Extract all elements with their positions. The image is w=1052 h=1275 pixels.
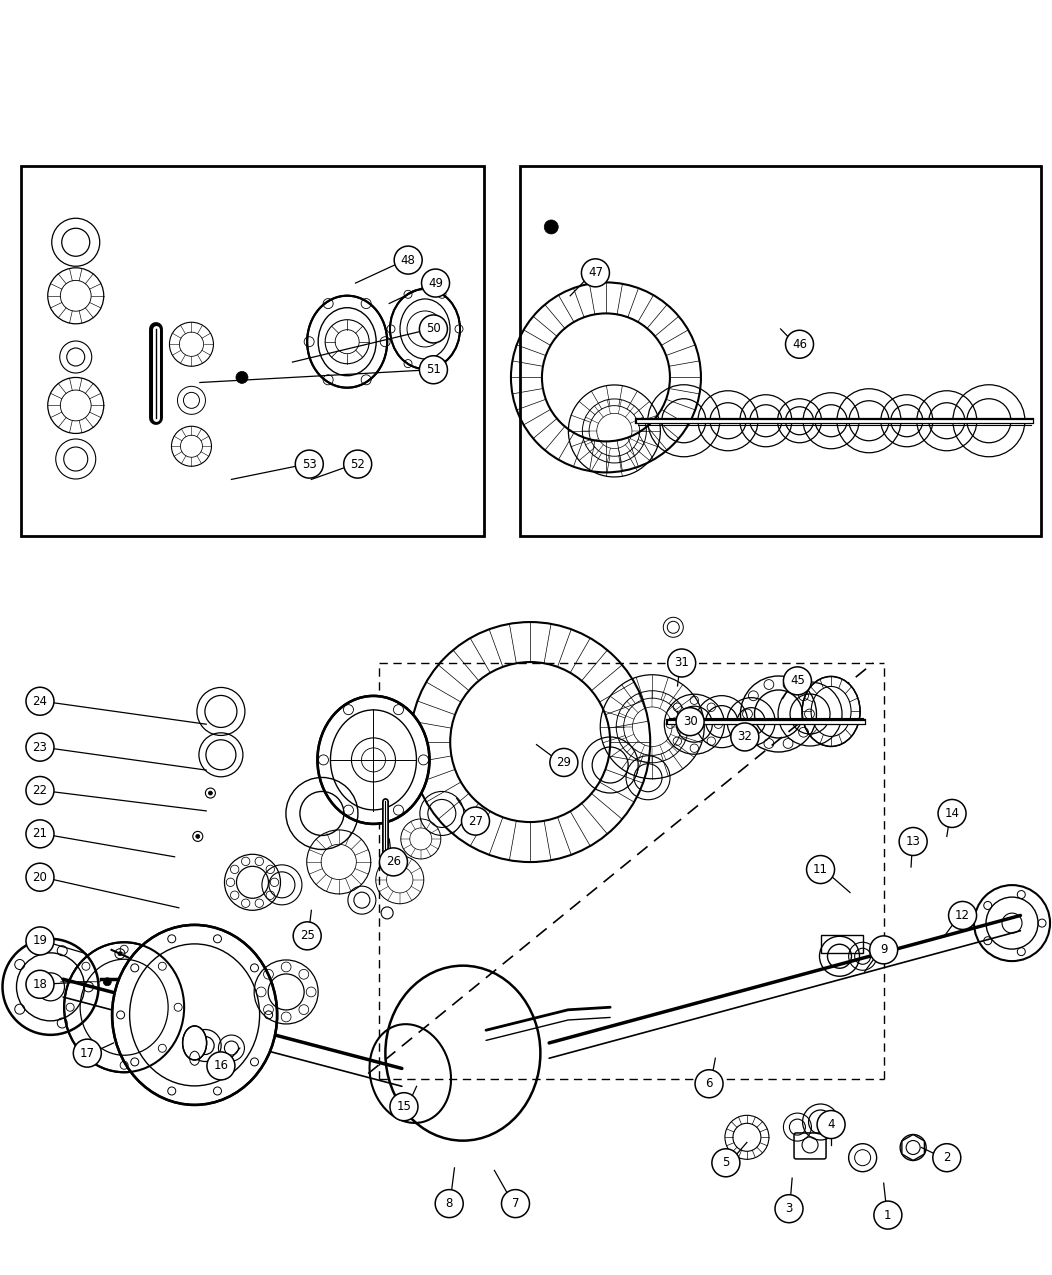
Ellipse shape (183, 1026, 206, 1060)
Text: 11: 11 (813, 863, 828, 876)
Text: 31: 31 (674, 657, 689, 669)
Circle shape (582, 259, 609, 287)
Circle shape (380, 848, 407, 876)
Circle shape (949, 901, 976, 929)
Text: 2: 2 (943, 1151, 951, 1164)
Text: 30: 30 (683, 715, 697, 728)
Text: 23: 23 (33, 741, 47, 754)
Circle shape (296, 450, 323, 478)
Circle shape (938, 799, 966, 827)
Bar (21, 166, 484, 536)
Circle shape (26, 863, 54, 891)
Circle shape (344, 450, 371, 478)
Text: 52: 52 (350, 458, 365, 470)
Text: 5: 5 (722, 1156, 730, 1169)
Circle shape (422, 269, 449, 297)
Circle shape (196, 834, 200, 839)
Circle shape (26, 970, 54, 998)
Text: 4: 4 (827, 1118, 835, 1131)
Text: 48: 48 (401, 254, 416, 266)
Circle shape (390, 1093, 418, 1121)
Circle shape (933, 1144, 960, 1172)
Circle shape (731, 723, 758, 751)
Text: 29: 29 (557, 756, 571, 769)
Ellipse shape (318, 696, 429, 824)
Text: 24: 24 (33, 695, 47, 708)
Text: 49: 49 (428, 277, 443, 289)
Ellipse shape (113, 924, 277, 1105)
Circle shape (118, 951, 122, 956)
Circle shape (712, 1149, 740, 1177)
Text: 18: 18 (33, 978, 47, 991)
Circle shape (544, 221, 559, 233)
Ellipse shape (64, 942, 184, 1072)
Circle shape (550, 748, 578, 776)
Circle shape (502, 1190, 529, 1218)
Ellipse shape (802, 677, 861, 746)
Circle shape (668, 649, 695, 677)
Text: 16: 16 (214, 1060, 228, 1072)
Text: 20: 20 (33, 871, 47, 884)
Circle shape (784, 667, 811, 695)
Text: 26: 26 (386, 856, 401, 868)
Circle shape (103, 978, 112, 986)
Bar (520, 166, 1041, 536)
Circle shape (420, 356, 447, 384)
Text: 25: 25 (300, 929, 315, 942)
Text: 27: 27 (468, 815, 483, 827)
Circle shape (775, 1195, 803, 1223)
Circle shape (26, 687, 54, 715)
Text: 53: 53 (302, 458, 317, 470)
Circle shape (899, 827, 927, 856)
Circle shape (807, 856, 834, 884)
Text: 14: 14 (945, 807, 959, 820)
Text: 50: 50 (426, 323, 441, 335)
Text: 9: 9 (879, 944, 888, 956)
Text: 46: 46 (792, 338, 807, 351)
Circle shape (695, 1070, 723, 1098)
Circle shape (817, 1111, 845, 1139)
Circle shape (26, 733, 54, 761)
Circle shape (74, 1039, 101, 1067)
Text: 8: 8 (445, 1197, 453, 1210)
Circle shape (462, 807, 489, 835)
Circle shape (236, 371, 248, 384)
Text: 13: 13 (906, 835, 920, 848)
Circle shape (294, 922, 321, 950)
Circle shape (394, 246, 422, 274)
Circle shape (786, 330, 813, 358)
Text: 3: 3 (785, 1202, 793, 1215)
Text: 22: 22 (33, 784, 47, 797)
Text: 47: 47 (588, 266, 603, 279)
Circle shape (26, 820, 54, 848)
Text: 12: 12 (955, 909, 970, 922)
Ellipse shape (307, 296, 387, 388)
Circle shape (870, 936, 897, 964)
Text: 17: 17 (80, 1047, 95, 1060)
Circle shape (26, 927, 54, 955)
Text: 1: 1 (884, 1209, 892, 1221)
Text: 32: 32 (737, 731, 752, 743)
Circle shape (26, 776, 54, 805)
Circle shape (676, 708, 704, 736)
Text: 15: 15 (397, 1100, 411, 1113)
Text: 19: 19 (33, 935, 47, 947)
Circle shape (874, 1201, 902, 1229)
Text: 7: 7 (511, 1197, 520, 1210)
Text: 51: 51 (426, 363, 441, 376)
Circle shape (420, 315, 447, 343)
Circle shape (436, 1190, 463, 1218)
Text: 21: 21 (33, 827, 47, 840)
Ellipse shape (390, 289, 460, 368)
Text: 6: 6 (705, 1077, 713, 1090)
Circle shape (208, 790, 213, 796)
Circle shape (207, 1052, 235, 1080)
Text: 45: 45 (790, 674, 805, 687)
Bar (821, 935, 863, 952)
